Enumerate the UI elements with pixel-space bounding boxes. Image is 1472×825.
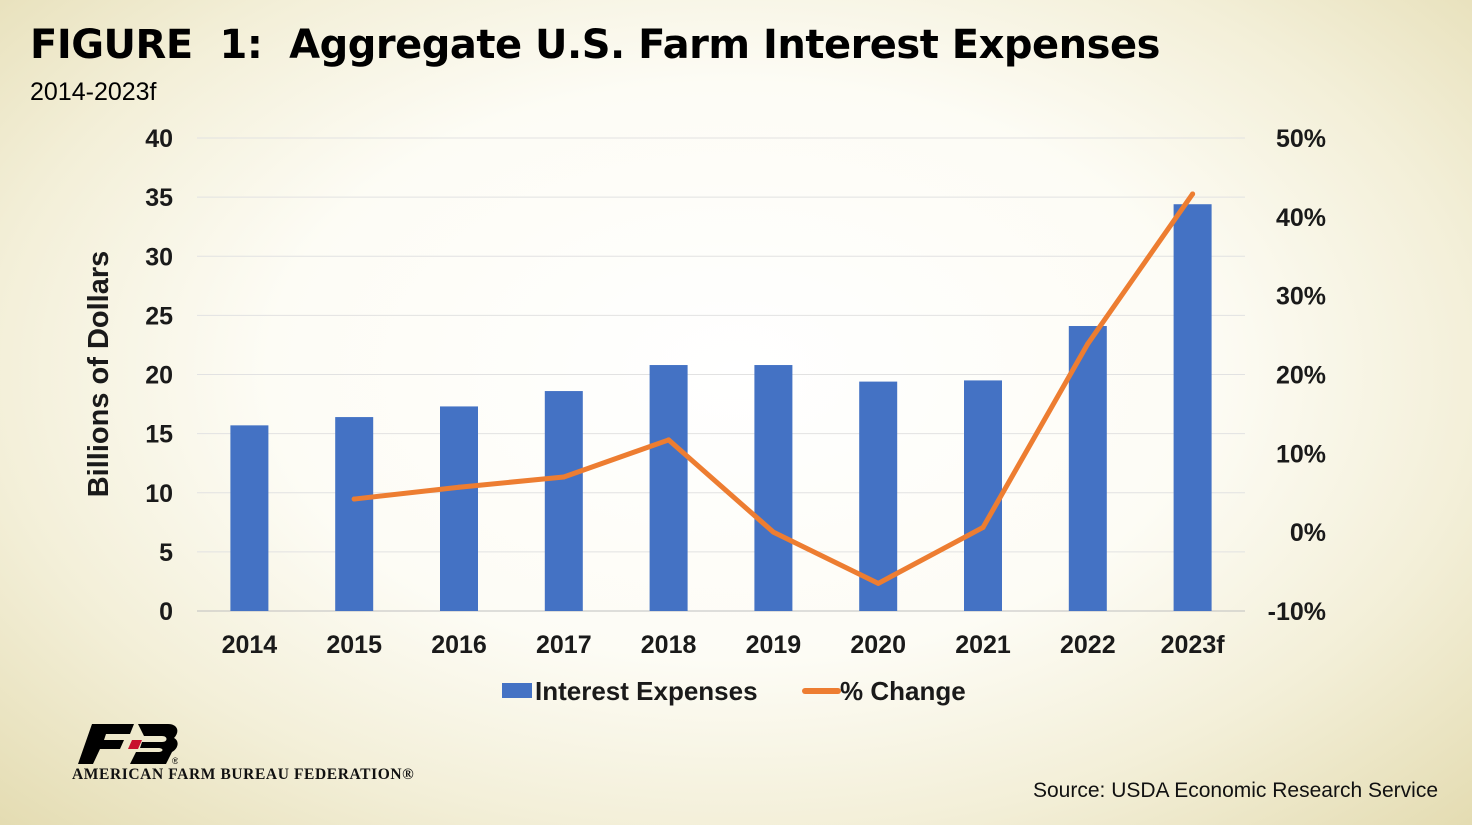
bar-interest-expenses-2018 <box>649 365 688 611</box>
bar-series <box>230 204 1212 611</box>
left-tick-label: 25 <box>145 302 173 330</box>
bar-interest-expenses-2016 <box>440 406 478 611</box>
legend: Interest Expenses % Change <box>502 676 966 706</box>
left-tick-label: 30 <box>145 243 173 271</box>
point-percent-change-2020 <box>875 580 881 586</box>
right-axis-ticks: -10% 0% 10% 20% 30% 40% 50% <box>1268 125 1326 626</box>
x-tick-label: 2021 <box>955 631 1011 659</box>
source-note: Source: USDA Economic Research Service <box>1033 779 1438 802</box>
x-tick-label: 2023f <box>1161 631 1226 659</box>
right-tick-label: 0% <box>1290 519 1326 547</box>
right-tick-label: 40% <box>1276 204 1326 232</box>
left-tick-label: 5 <box>159 539 173 567</box>
x-axis-ticks: 2014 2015 2016 2017 2018 2019 2020 2021 2022 2023… <box>222 631 1226 659</box>
svg-text:®: ® <box>172 756 178 766</box>
chart-title: FIGURE 1: Aggregate U.S. Farm Interest E… <box>30 22 1160 68</box>
point-percent-change-2022 <box>1085 341 1091 347</box>
left-tick-label: 35 <box>145 184 173 212</box>
chart-subtitle: 2014-2023f <box>30 78 157 106</box>
x-tick-label: 2016 <box>431 631 487 659</box>
x-tick-label: 2014 <box>222 631 278 659</box>
right-tick-label: 20% <box>1276 362 1326 390</box>
legend-label-interest-expenses: Interest Expenses <box>535 676 758 706</box>
right-tick-label: 50% <box>1276 125 1326 153</box>
left-tick-label: 0 <box>159 598 173 626</box>
bar-interest-expenses-2015 <box>335 417 374 611</box>
point-percent-change-2015 <box>351 496 357 502</box>
combo-chart: 0 5 10 15 20 25 30 35 40 -10% 0% 10% 20% 30% 40% 50% 2… <box>83 125 1326 706</box>
bar-interest-expenses-2017 <box>544 391 583 611</box>
x-tick-label: 2020 <box>850 631 906 659</box>
right-tick-label: -10% <box>1268 598 1326 626</box>
point-percent-change-2016 <box>456 484 462 490</box>
left-tick-label: 15 <box>145 421 173 449</box>
right-tick-label: 30% <box>1276 283 1326 311</box>
bar-interest-expenses-2014 <box>230 425 269 611</box>
point-percent-change-2019 <box>770 529 776 535</box>
x-tick-label: 2022 <box>1060 631 1116 659</box>
bar-interest-expenses-2021 <box>964 380 1002 611</box>
point-percent-change-2017 <box>561 474 567 480</box>
line-series <box>351 191 1196 586</box>
bar-interest-expenses-2022 <box>1068 326 1107 611</box>
point-percent-change-2021 <box>980 524 986 530</box>
bar-interest-expenses-2019 <box>754 365 793 611</box>
bar-interest-expenses-2023f <box>1173 204 1212 611</box>
left-tick-label: 40 <box>145 125 173 153</box>
x-tick-label: 2018 <box>641 631 697 659</box>
left-tick-label: 10 <box>145 480 173 508</box>
afbf-logo-mark: ® <box>78 724 178 766</box>
org-name: AMERICAN FARM BUREAU FEDERATION® <box>72 766 415 783</box>
legend-label-percent-change: % Change <box>840 676 966 706</box>
left-axis-ticks: 0 5 10 15 20 25 30 35 40 <box>145 125 173 626</box>
legend-swatch-interest-expenses <box>502 683 532 698</box>
x-tick-label: 2019 <box>746 631 802 659</box>
x-tick-label: 2017 <box>536 631 592 659</box>
left-tick-label: 20 <box>145 362 173 390</box>
point-percent-change-2023f <box>1190 191 1196 197</box>
y-axis-title: Billions of Dollars <box>83 251 115 498</box>
point-percent-change-2018 <box>666 437 672 443</box>
bar-interest-expenses-2020 <box>859 381 898 611</box>
right-tick-label: 10% <box>1276 440 1326 468</box>
x-tick-label: 2015 <box>326 631 382 659</box>
